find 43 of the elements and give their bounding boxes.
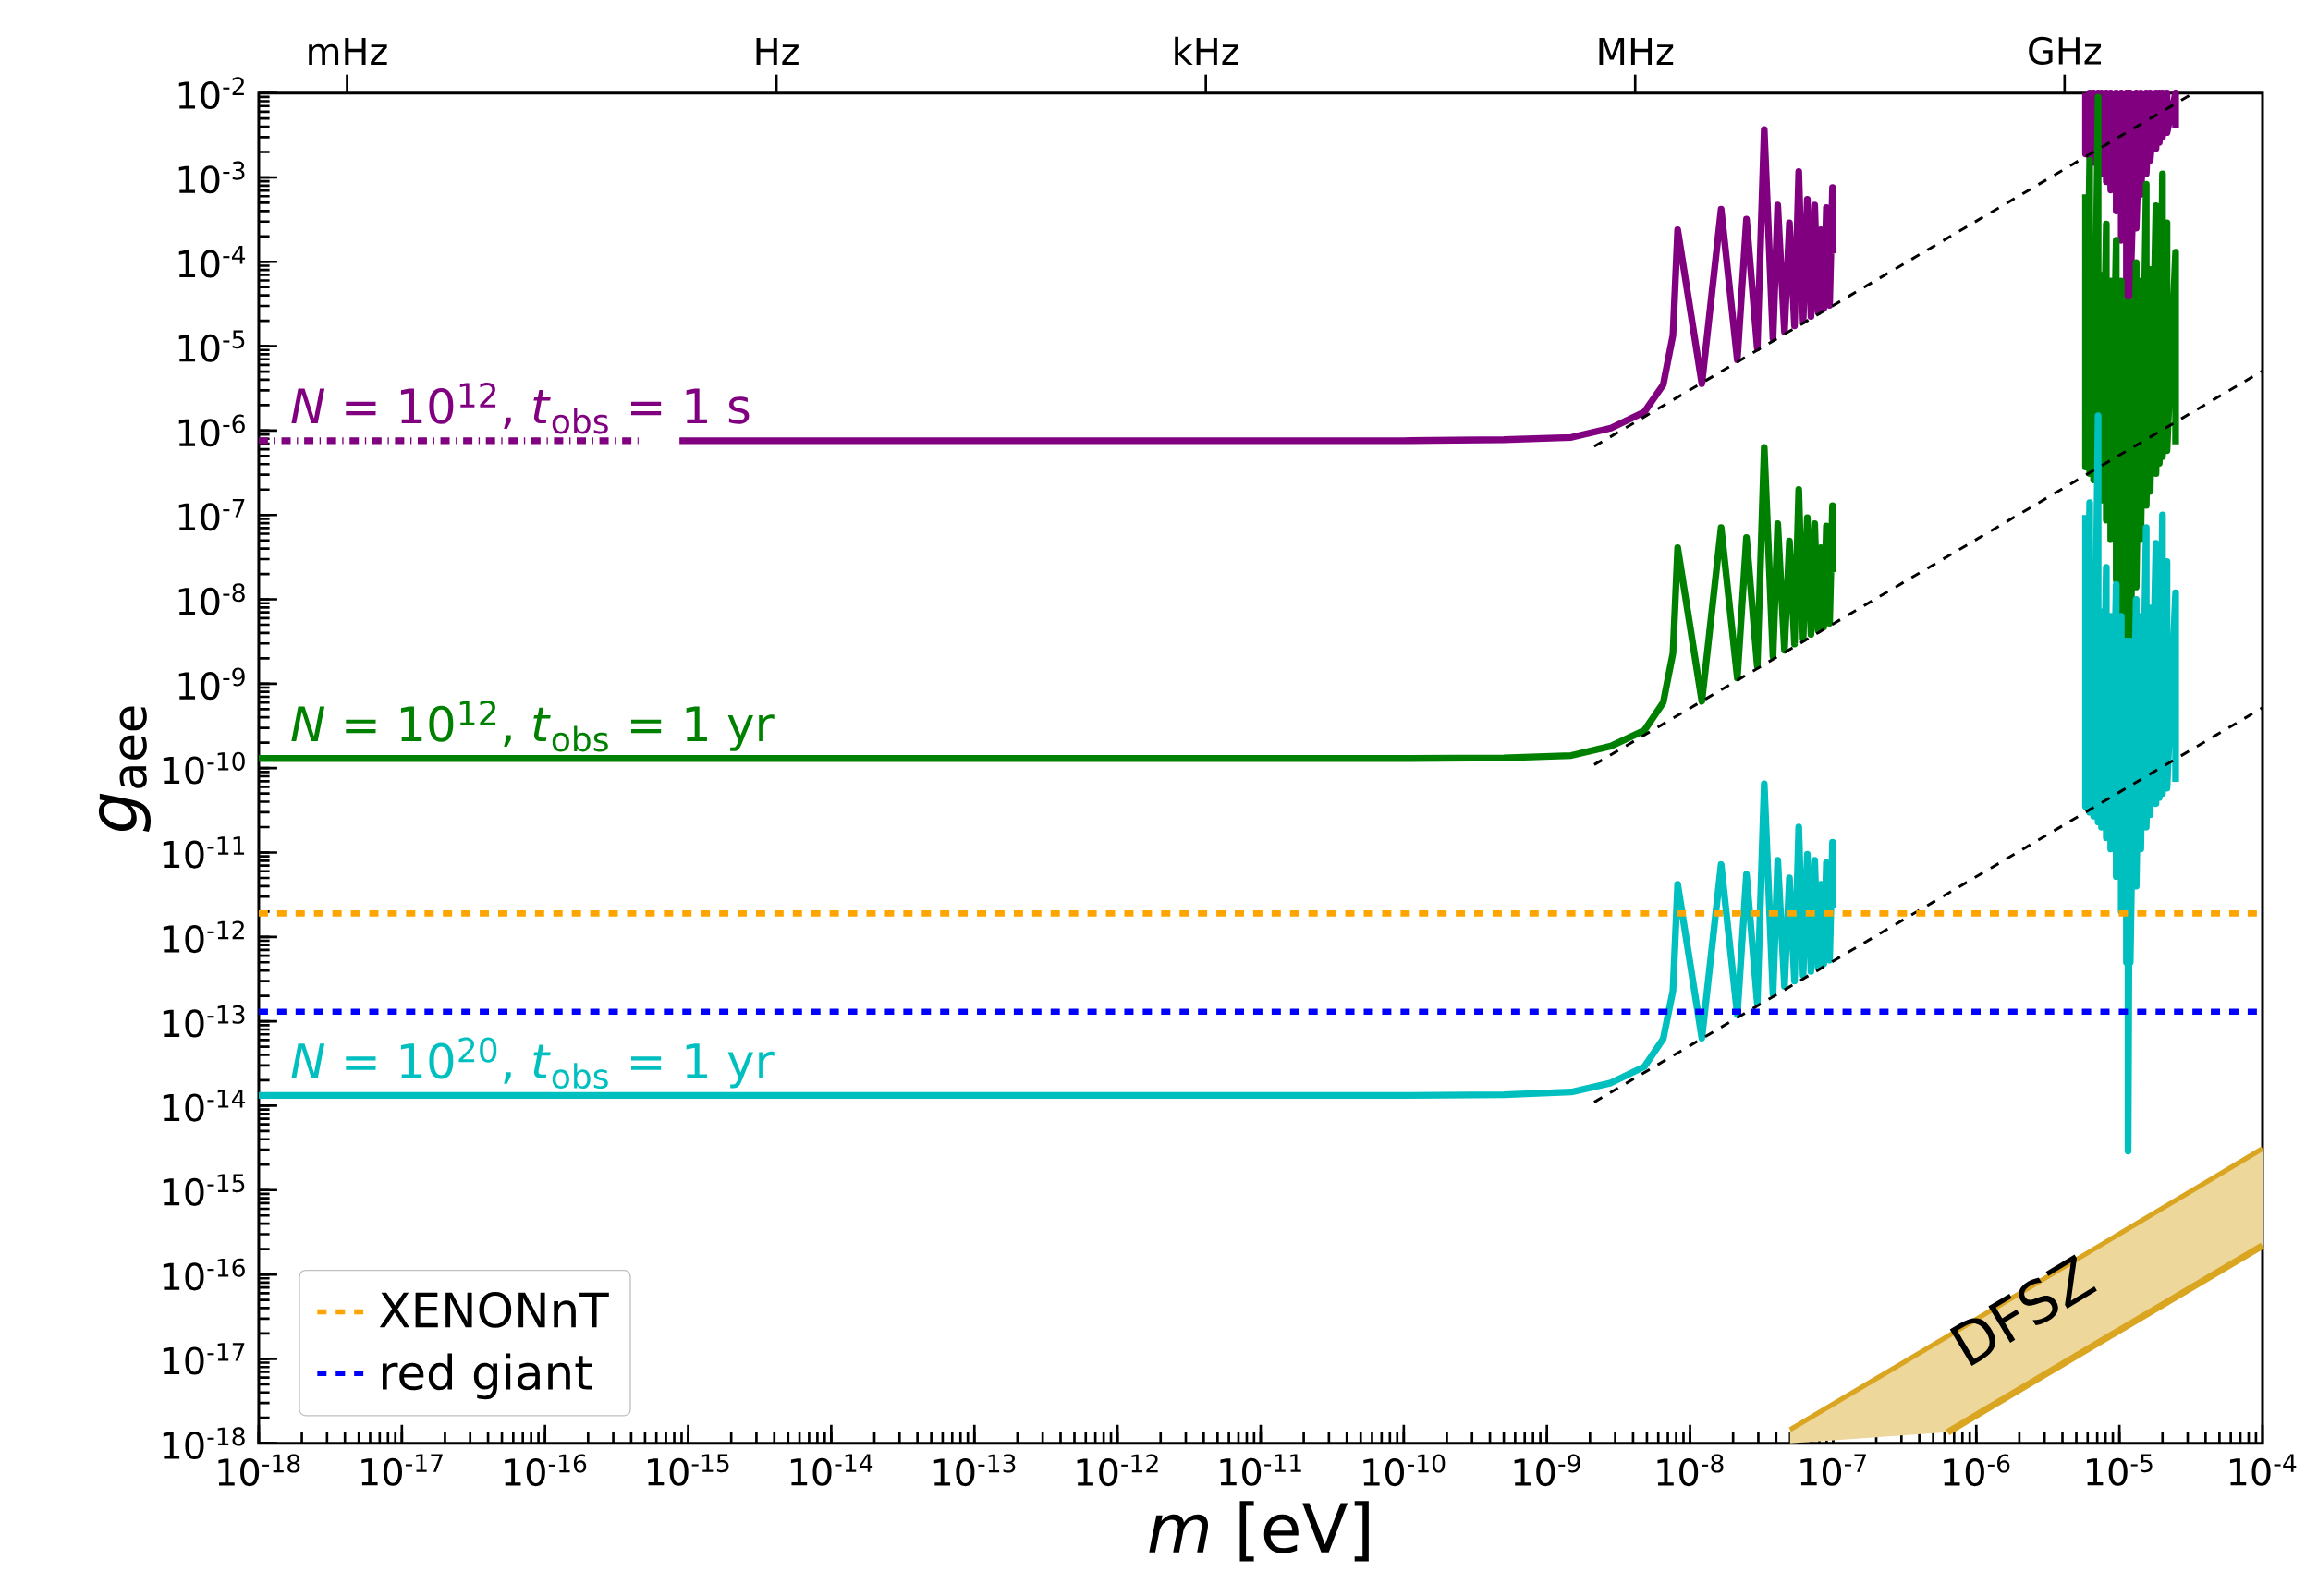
x-tick-label: 10$^{-9}$ xyxy=(1514,1454,1580,1487)
y-tick-label: 10$^{-14}$ xyxy=(163,1090,246,1122)
text: mHz xyxy=(309,37,387,65)
y-tick-label: 10$^{-9}$ xyxy=(178,667,245,701)
y-tick-label: 10$^{-5}$ xyxy=(178,330,245,362)
y-tick-label: 10$^{-2}$ xyxy=(178,77,244,110)
y-tick-label: 10$^{-15}$ xyxy=(163,1174,245,1206)
x-tick-label: 10$^{-16}$ xyxy=(505,1454,587,1487)
x-tick-label: 10$^{-8}$ xyxy=(1657,1454,1724,1487)
y-tick-label: 10$^{-4}$ xyxy=(178,246,246,278)
x-axis-title: m [eV] xyxy=(1149,1501,1369,1562)
y-tick-label: 10$^{-8}$ xyxy=(178,583,245,615)
x-tick-label: 10$^{-18}$ xyxy=(218,1454,300,1487)
x-tick-label: 10$^{-13}$ xyxy=(933,1454,1016,1487)
legend-label: red giant xyxy=(383,1353,592,1400)
legend-label: XENONnT xyxy=(379,1291,609,1328)
y-tick-label: 10$^{-3}$ xyxy=(178,161,245,194)
series-label: N = 10$^{12}$, t$_{obs}$ = 1 yr xyxy=(291,700,775,752)
series-label: N = 10$^{12}$, t$_{obs}$ = 1 s xyxy=(291,382,750,434)
text: MHz xyxy=(1599,37,1674,65)
x-tick-label: 10$^{-5}$ xyxy=(2087,1454,2153,1486)
x-tick-label: 10$^{-14}$ xyxy=(790,1454,873,1486)
y-tick-label: 10$^{-16}$ xyxy=(163,1258,245,1291)
y-tick-label: 10$^{-10}$ xyxy=(163,751,245,785)
x-tick-label: 10$^{-17}$ xyxy=(361,1454,443,1486)
x-tick-label: 10$^{-12}$ xyxy=(1077,1454,1158,1487)
x-tick-label: 10$^{-11}$ xyxy=(1220,1454,1301,1486)
text: Hz xyxy=(756,37,799,65)
text: GHz xyxy=(2029,36,2102,65)
text: kHz xyxy=(1175,36,1238,65)
y-tick-label: 10$^{-17}$ xyxy=(163,1343,245,1375)
y-tick-label: 10$^{-7}$ xyxy=(178,499,245,531)
y-tick-label: 10$^{-13}$ xyxy=(163,1005,245,1038)
y-tick-label: 10$^{-6}$ xyxy=(178,414,245,447)
x-tick-label: 10$^{-4}$ xyxy=(2229,1454,2297,1486)
y-axis-title: g$_{aee}$ xyxy=(98,706,152,832)
x-tick-label: 10$^{-10}$ xyxy=(1363,1454,1446,1487)
x-tick-label: 10$^{-6}$ xyxy=(1944,1454,2010,1487)
y-tick-label: 10$^{-11}$ xyxy=(163,836,245,869)
y-tick-label: 10$^{-12}$ xyxy=(163,920,244,954)
x-tick-label: 10$^{-15}$ xyxy=(648,1454,729,1486)
x-tick-label: 10$^{-7}$ xyxy=(1800,1454,1866,1486)
series-label: N = 10$^{20}$, t$_{obs}$ = 1 yr xyxy=(291,1037,775,1090)
